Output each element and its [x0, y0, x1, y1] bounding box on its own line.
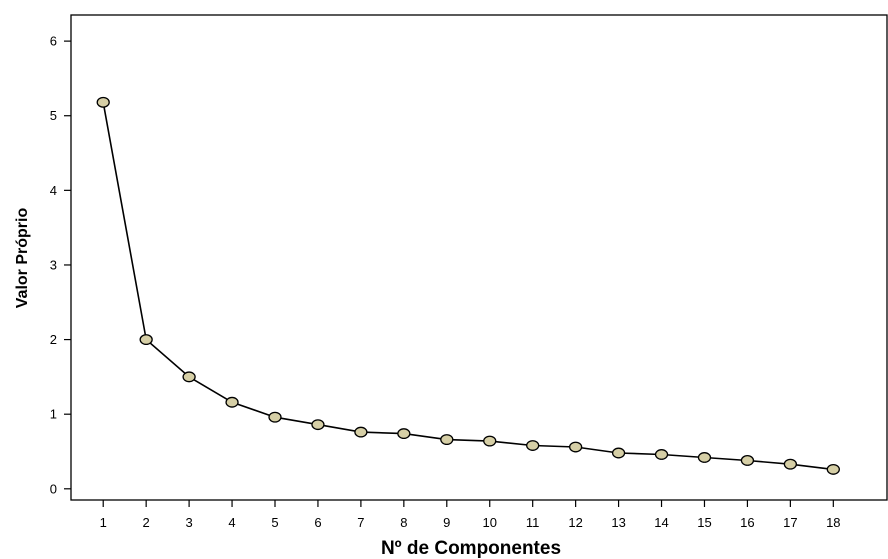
data-point	[311, 419, 325, 431]
data-point	[139, 334, 153, 346]
data-point	[440, 434, 454, 446]
x-tick-label: 14	[654, 515, 668, 530]
x-tick-label: 7	[357, 515, 364, 530]
x-axis-title: Nº de Componentes	[381, 538, 561, 559]
data-point	[225, 396, 239, 408]
y-tick-label: 2	[50, 332, 57, 347]
data-point	[611, 447, 626, 459]
data-point	[182, 371, 196, 383]
x-tick-label: 17	[783, 515, 797, 530]
x-tick-label: 9	[443, 515, 450, 530]
data-point	[783, 458, 798, 470]
data-point	[526, 440, 540, 451]
x-tick-label: 13	[611, 515, 625, 530]
x-tick-label: 5	[271, 515, 278, 530]
x-tick-label: 16	[740, 515, 754, 530]
series-polyline	[102, 102, 834, 471]
data-point	[397, 428, 411, 440]
data-point	[654, 449, 669, 460]
x-tick-label: 1	[100, 515, 107, 530]
x-tick-label: 12	[568, 515, 582, 530]
x-tick-label: 18	[826, 515, 840, 530]
x-tick-label: 2	[143, 515, 150, 530]
data-point	[826, 463, 840, 475]
x-tick-label: 11	[526, 515, 540, 530]
y-tick-label: 6	[50, 34, 57, 49]
data-point	[483, 435, 497, 447]
plot-frame	[70, 14, 888, 501]
series-points	[96, 96, 840, 475]
data-point	[354, 426, 368, 438]
data-point	[268, 411, 282, 423]
x-tick-label: 6	[314, 515, 321, 530]
y-tick-label: 0	[50, 481, 57, 496]
series-line	[102, 102, 834, 471]
y-axis-title: Valor Próprio	[14, 208, 31, 309]
x-tick-label: 10	[483, 515, 497, 530]
data-point	[96, 96, 110, 108]
y-tick-label: 1	[50, 407, 57, 422]
x-axis: 1 2 3 4 5 6 7 8 9 10 11 12 13 14 15 16 17 18	[100, 500, 841, 530]
y-axis: 0 1 2 3 4 5 6	[50, 34, 71, 496]
x-tick-label: 3	[185, 515, 192, 530]
data-point	[697, 452, 712, 463]
x-tick-label: 4	[228, 515, 235, 530]
y-tick-label: 4	[50, 183, 57, 198]
data-point	[740, 455, 755, 466]
x-tick-label: 8	[400, 515, 407, 530]
y-tick-label: 3	[50, 257, 57, 272]
data-point	[568, 441, 583, 453]
y-tick-label: 5	[50, 108, 57, 123]
x-tick-label: 15	[697, 515, 711, 530]
